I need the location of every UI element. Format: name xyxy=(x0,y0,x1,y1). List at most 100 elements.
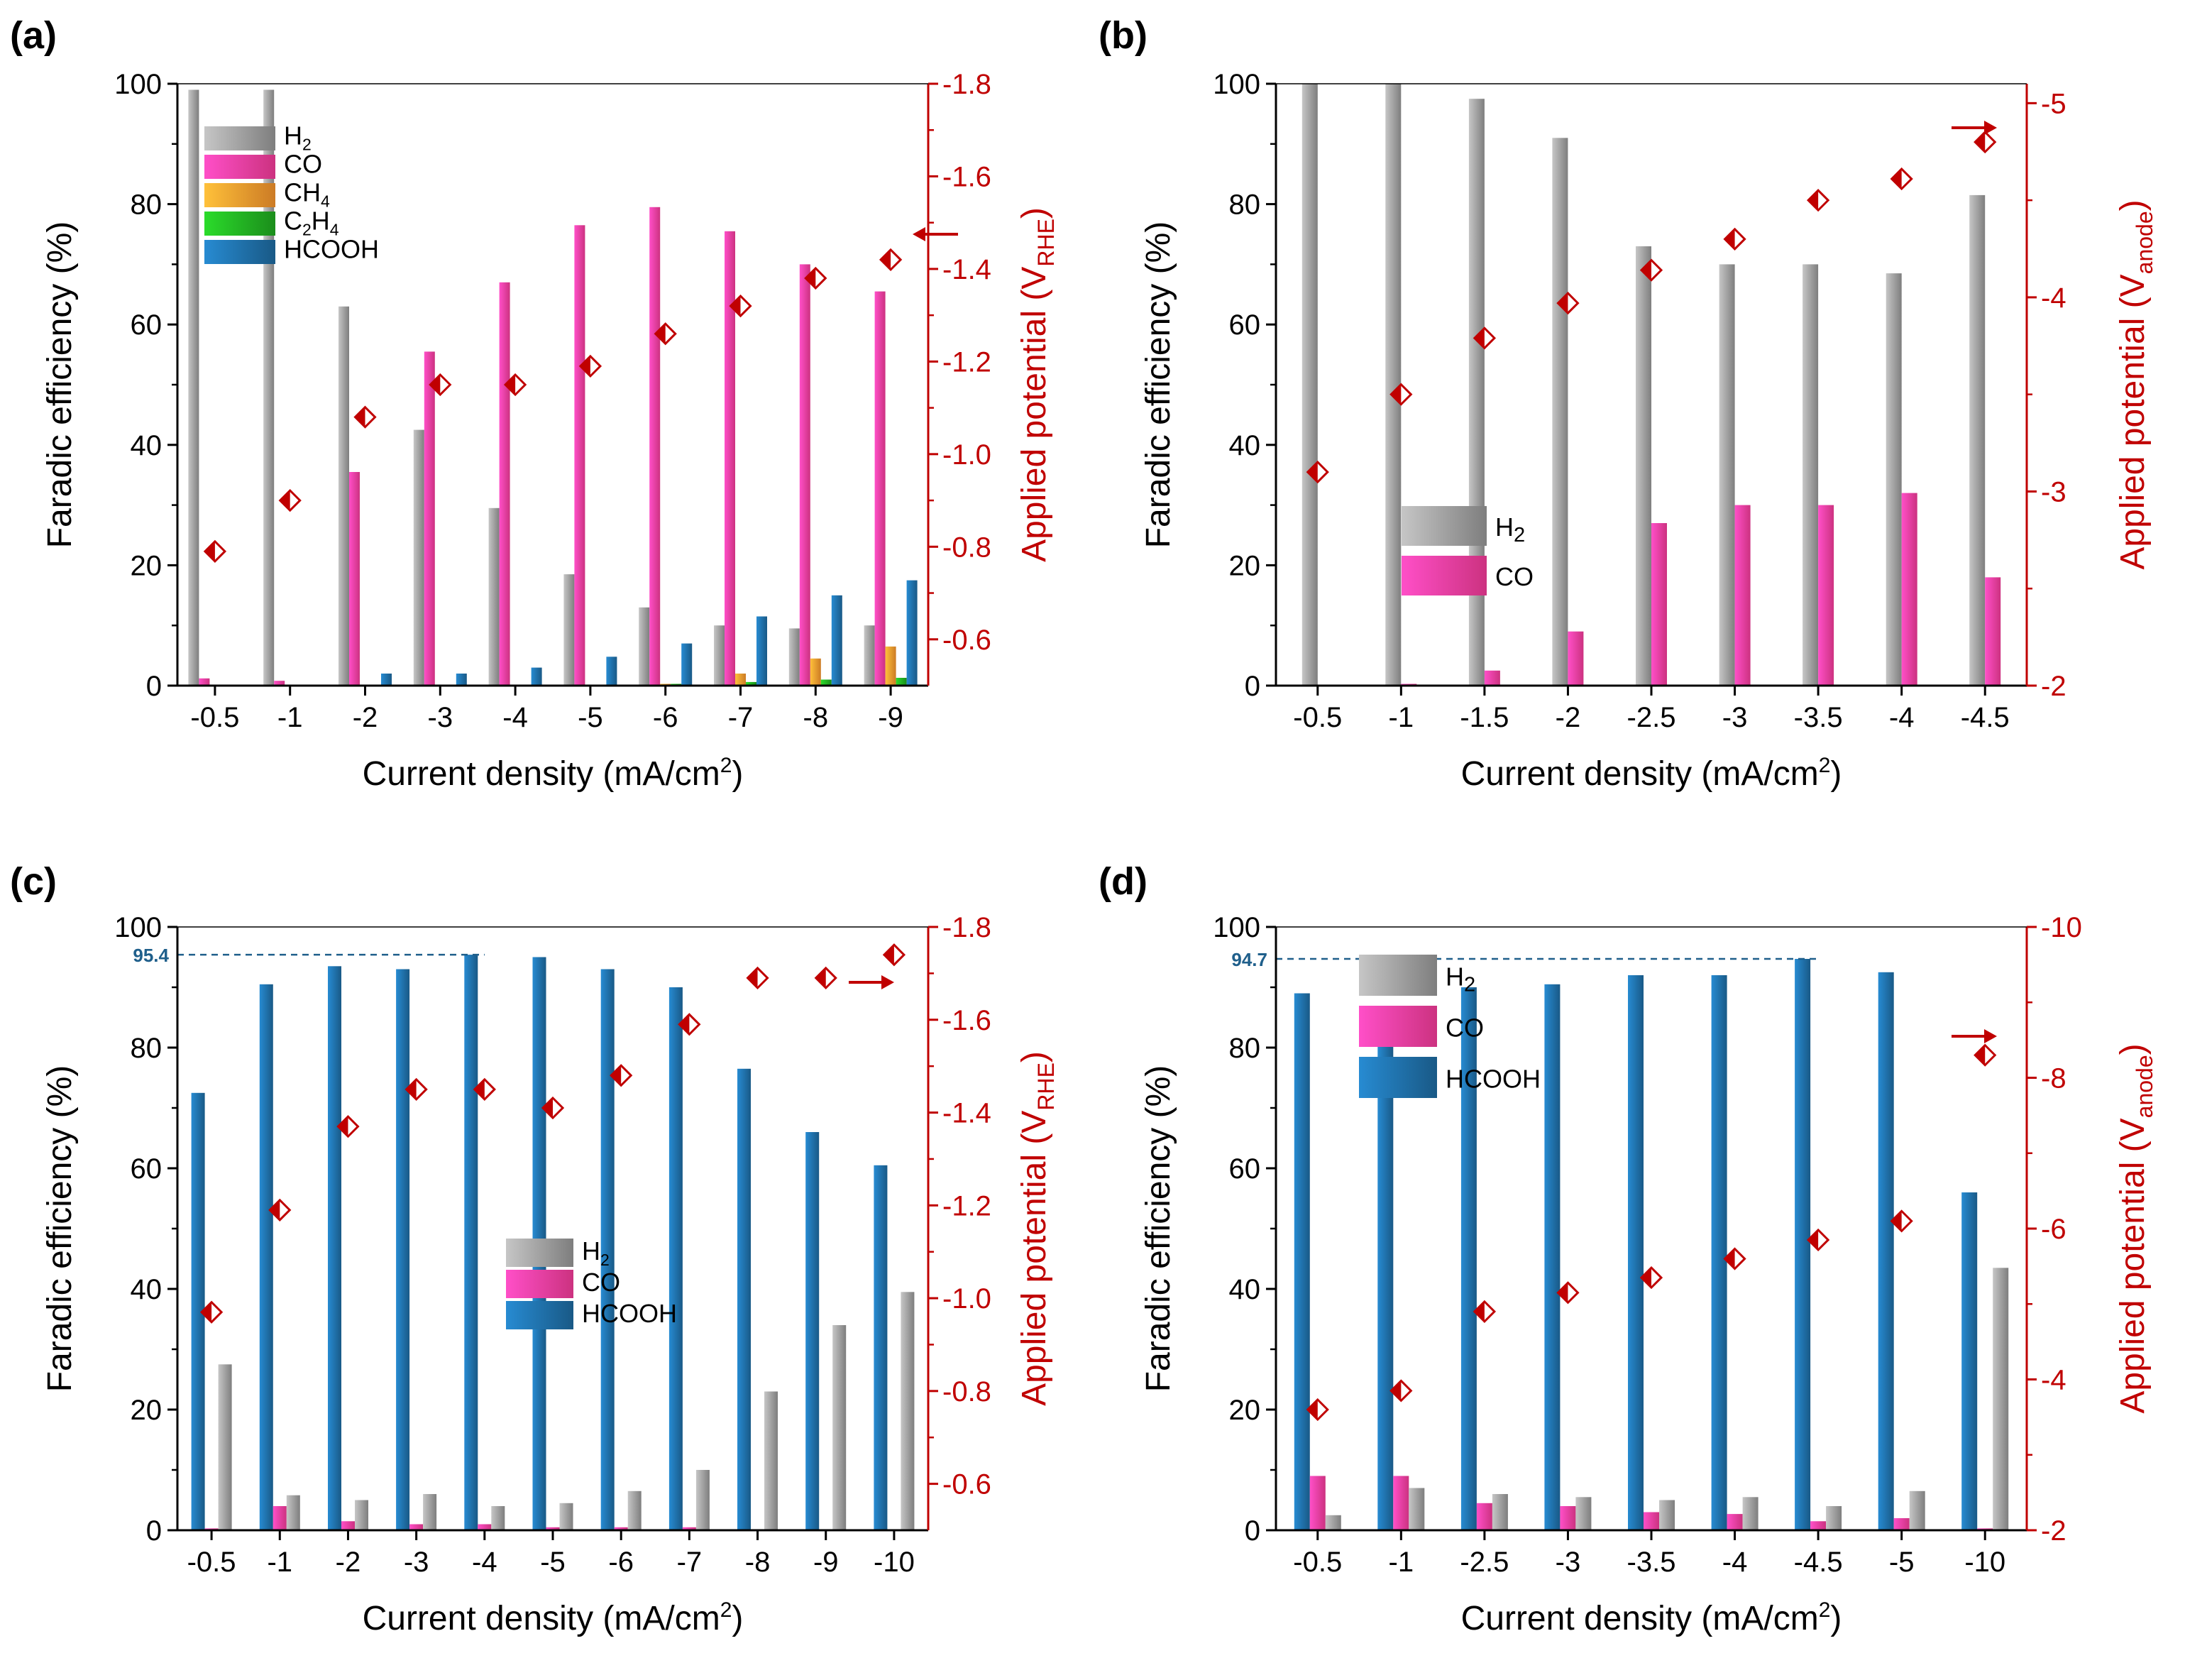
x-axis-title-text: Current density (mA/cm xyxy=(363,1600,720,1637)
y2-tick-label: -1.8 xyxy=(942,69,991,100)
y-tick-label: 20 xyxy=(1229,1395,1261,1426)
y-axis-title: Faradic efficiency (%) xyxy=(1140,1065,1177,1393)
legend-swatch-H2 xyxy=(204,126,275,150)
potential-marker-fill xyxy=(815,967,826,988)
legend-label-text: HCOOH xyxy=(284,235,379,264)
y2-tick-label: -2 xyxy=(2041,1515,2066,1547)
y2-axis-title-sub: RHE xyxy=(1033,1063,1059,1111)
x-tick-label: -3 xyxy=(404,1547,429,1578)
legend-swatch-CO xyxy=(204,155,275,179)
y2-axis-title-text: Applied potential (V xyxy=(2114,274,2152,569)
y2-axis-title-end: ) xyxy=(2114,199,2152,211)
bar-C2H4 xyxy=(896,678,907,686)
y-tick-label: 100 xyxy=(114,912,162,943)
bar-H2 xyxy=(286,1495,300,1530)
legend-label-sub: 2 xyxy=(302,136,312,154)
bar-CH4 xyxy=(735,674,746,686)
bar-H2 xyxy=(1719,264,1735,686)
bar-H2 xyxy=(1409,1488,1425,1530)
bar-CH4 xyxy=(885,646,896,686)
potential-marker-fill xyxy=(1641,1268,1651,1288)
potential-marker-fill xyxy=(747,967,758,988)
y2-tick-label: -2 xyxy=(2041,671,2066,702)
legend-label-HCOOH: HCOOH xyxy=(284,235,379,264)
y-tick-label: 60 xyxy=(131,1153,163,1185)
legend-label-text: H xyxy=(284,121,302,150)
potential-marker-fill xyxy=(406,1079,417,1099)
bar-HCOOH xyxy=(456,674,467,686)
bar-CO xyxy=(409,1524,424,1530)
legend-swatch-HCOOH xyxy=(204,240,275,264)
y-axis-title: Faradic efficiency (%) xyxy=(41,1065,79,1393)
y2-tick-label: -6 xyxy=(2041,1214,2066,1245)
x-tick-label: -4 xyxy=(472,1547,497,1578)
bar-CO xyxy=(1734,505,1751,686)
bar-CO xyxy=(874,291,886,686)
bar-CO xyxy=(649,207,661,686)
y-axis-title: Faradic efficiency (%) xyxy=(1140,221,1177,549)
legend-label-text: H xyxy=(582,1236,600,1266)
y2-axis-title-text: Applied potential (V xyxy=(1016,1111,1053,1406)
y2-tick-label: -1.0 xyxy=(942,439,991,471)
panel-label: (d) xyxy=(1099,860,1147,903)
bar-H2 xyxy=(627,1490,642,1531)
y2-axis-title-text: Applied potential (V xyxy=(2114,1118,2152,1413)
panel-label: (b) xyxy=(1099,14,1147,57)
legend-swatch-HCOOH xyxy=(1359,1057,1437,1098)
x-tick-label: -9 xyxy=(878,702,903,733)
x-tick-label: -1.5 xyxy=(1460,702,1509,733)
panel-d: (d) 94.7 0 20 40 60 80 100 -2 -4 -6 -8 -10 -0.5 -1 -2.5… xyxy=(1099,860,2157,1637)
bar-H2 xyxy=(1993,1268,2009,1531)
bar-H2 xyxy=(1636,246,1651,686)
y2-axis-title: Applied potential (Vanode) xyxy=(2114,1043,2157,1413)
legend-label-H2: H2 xyxy=(582,1236,610,1269)
x-tick-label: -1 xyxy=(277,702,303,733)
y2-tick-label: -8 xyxy=(2041,1063,2066,1094)
bar-CO xyxy=(1727,1514,1743,1530)
bar-H2 xyxy=(491,1506,505,1530)
y2-tick-label: -0.8 xyxy=(942,1376,991,1407)
y-axis-title: Faradic efficiency (%) xyxy=(41,221,79,549)
x-tick-label: -6 xyxy=(653,702,678,733)
bar-H2 xyxy=(413,429,424,686)
y-tick-label: 0 xyxy=(146,671,162,702)
legend-swatch-C2H4 xyxy=(204,212,275,236)
potential-marker-fill xyxy=(202,1302,212,1322)
legend-label-HCOOH: HCOOH xyxy=(582,1299,677,1328)
x-tick-label: -8 xyxy=(745,1547,771,1578)
x-tick-label: -2 xyxy=(353,702,378,733)
bar-CO xyxy=(1893,1518,1910,1530)
bar-HCOOH xyxy=(396,969,410,1530)
x-tick-label: -3 xyxy=(1556,1547,1581,1578)
bar-HCOOH xyxy=(531,667,542,686)
legend-swatch-HCOOH xyxy=(506,1301,573,1329)
bar-H2 xyxy=(764,1391,778,1530)
x-axis-title-sup: 2 xyxy=(720,754,732,777)
legend-label-text: HCOOH xyxy=(1446,1065,1541,1094)
y2-tick-label: -4 xyxy=(2041,282,2066,314)
bar-CO xyxy=(199,678,210,686)
legend-label-text: CO xyxy=(284,150,322,179)
legend-label-text: H xyxy=(312,207,330,236)
potential-marker-fill xyxy=(280,490,290,511)
potential-marker-fill xyxy=(1558,293,1568,314)
x-tick-label: -5 xyxy=(1889,1547,1915,1578)
potential-marker-fill xyxy=(1307,1400,1318,1420)
legend-label-text: CH xyxy=(284,178,321,207)
potential-marker-fill xyxy=(1391,384,1402,405)
y-tick-label: 0 xyxy=(1245,671,1260,702)
y-tick-label: 80 xyxy=(131,1033,163,1064)
x-axis-title-end: ) xyxy=(732,1600,743,1637)
legend-label-CO: CO xyxy=(1495,562,1534,591)
y2-tick-label: -1.4 xyxy=(942,254,991,285)
y2-axis-title-sub: RHE xyxy=(1033,219,1059,267)
potential-marker-fill xyxy=(679,1014,690,1035)
bar-HCOOH xyxy=(681,643,693,686)
axis-arrow-head xyxy=(881,975,894,989)
x-tick-label: -5 xyxy=(540,1547,566,1578)
y2-tick-label: -1.6 xyxy=(942,161,991,192)
bar-CO xyxy=(1484,670,1500,686)
y2-tick-label: -0.8 xyxy=(942,532,991,563)
